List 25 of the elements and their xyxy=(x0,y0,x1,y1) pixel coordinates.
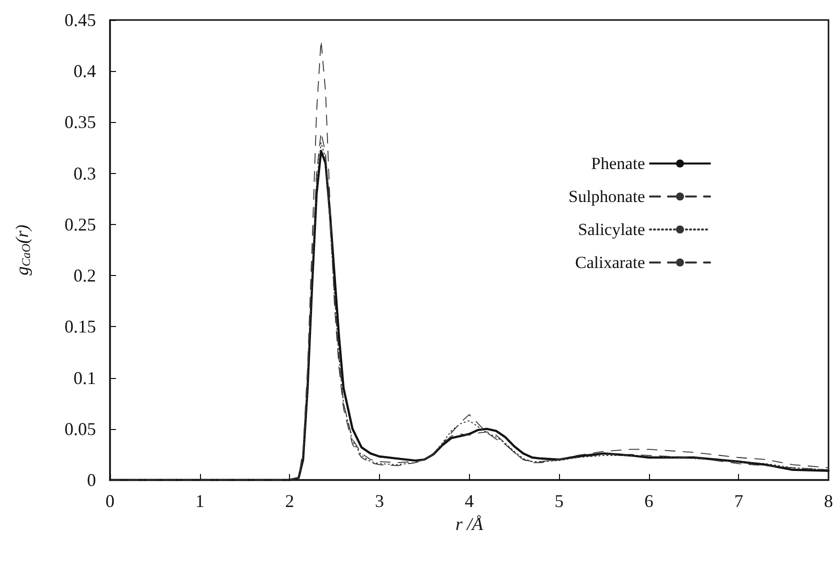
y-tick-label: 0.2 xyxy=(74,266,96,286)
y-axis-title: gCaO(r) xyxy=(12,224,33,276)
x-tick-label: 3 xyxy=(374,491,384,511)
y-tick-label: 0.05 xyxy=(64,418,96,439)
y-tick-label: 0.35 xyxy=(64,112,96,132)
legend-label: Salicylate xyxy=(578,220,645,239)
y-tick-label: 0.15 xyxy=(64,316,96,337)
x-tick-label: 2 xyxy=(285,491,294,511)
x-tick-label: 1 xyxy=(195,491,204,511)
x-axis-title: r /Å xyxy=(455,514,484,534)
y-tick-label: 0.4 xyxy=(74,61,96,82)
x-tick-label: 8 xyxy=(824,491,833,511)
x-tick-label: 7 xyxy=(734,491,744,511)
y-tick-label: 0.3 xyxy=(74,163,96,184)
legend-label: Sulphonate xyxy=(568,187,645,206)
y-tick-label: 0.25 xyxy=(64,214,96,234)
y-tick-label: 0.1 xyxy=(74,368,96,388)
x-tick-label: 5 xyxy=(554,491,564,511)
y-tick-label: 0 xyxy=(87,470,96,490)
x-tick-label: 4 xyxy=(464,491,474,511)
x-tick-label: 6 xyxy=(644,491,654,511)
x-tick-label: 0 xyxy=(106,491,114,511)
y-tick-label: 0.45 xyxy=(64,10,96,30)
legend-label: Calixarate xyxy=(575,253,645,272)
legend-label: Phenate xyxy=(591,154,645,173)
